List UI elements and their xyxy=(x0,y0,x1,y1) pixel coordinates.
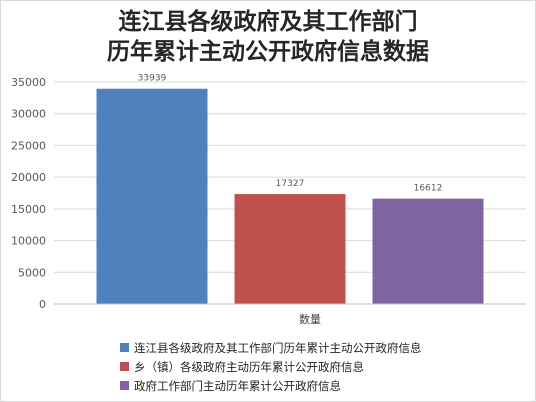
chart-title-line-2: 历年累计主动公开政府信息数据 xyxy=(107,38,429,65)
legend-label-1: 连江县各级政府及其工作部门历年累计主动公开政府信息 xyxy=(134,340,422,355)
bar xyxy=(96,88,208,305)
legend-item: 政府工作部门主动历年累计公开政府信息 xyxy=(120,376,422,395)
y-tick-label: 5000 xyxy=(18,266,46,279)
bar-value-label: 17327 xyxy=(276,179,305,189)
bar-labels: 33939 17327 16612 xyxy=(138,74,443,194)
chart-title-line-1: 连江县各级政府及其工作部门 xyxy=(118,8,418,35)
bar-value-label: 16612 xyxy=(414,184,443,194)
y-tick-label: 15000 xyxy=(11,203,46,216)
y-tick-label: 20000 xyxy=(11,171,46,184)
legend-label-2: 乡（镇）各级政府主动历年累计公开政府信息 xyxy=(134,359,364,374)
legend-label-3: 政府工作部门主动历年累计公开政府信息 xyxy=(134,378,341,393)
bar xyxy=(372,198,484,304)
y-tick-label: 35000 xyxy=(11,76,46,89)
legend-item: 连江县各级政府及其工作部门历年累计主动公开政府信息 xyxy=(120,338,422,357)
legend-item: 乡（镇）各级政府主动历年累计公开政府信息 xyxy=(120,357,422,376)
legend-swatch-3 xyxy=(120,381,129,390)
bar xyxy=(234,194,346,304)
y-axis: 0 5000 10000 15000 20000 25000 30000 35000 xyxy=(11,76,46,311)
legend-swatch-1 xyxy=(120,343,129,352)
legend: 连江县各级政府及其工作部门历年累计主动公开政府信息 乡（镇）各级政府主动历年累计… xyxy=(120,338,422,395)
chart-title: 连江县各级政府及其工作部门 历年累计主动公开政府信息数据 xyxy=(1,7,535,67)
y-tick-label: 10000 xyxy=(11,235,46,248)
y-tick-label: 0 xyxy=(39,298,46,311)
x-axis: 数量 xyxy=(54,303,526,326)
legend-swatch-2 xyxy=(120,362,129,371)
y-tick-label: 30000 xyxy=(11,108,46,121)
bars xyxy=(96,88,484,305)
y-tick-label: 25000 xyxy=(11,139,46,152)
bar-value-label: 33939 xyxy=(138,74,167,84)
x-category-label: 数量 xyxy=(299,313,321,326)
